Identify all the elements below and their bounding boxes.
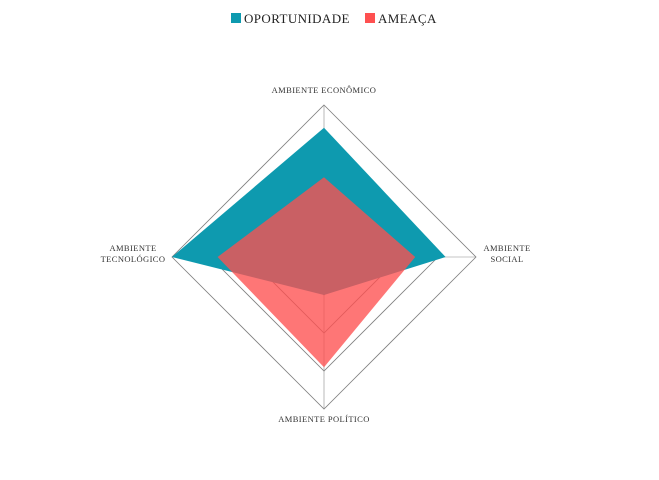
axis-label-line: SOCIAL (490, 254, 523, 264)
axis-label-line: AMBIENTE POLÍTICO (278, 414, 370, 424)
series-area-ameaca (217, 177, 416, 368)
axis-label-3: AMBIENTE POLÍTICO (278, 414, 370, 424)
legend-label-ameaca: AMEAÇA (378, 11, 437, 26)
axis-label-2: AMBIENTE SOCIAL (483, 243, 530, 264)
axis-label-line: TECNOLÓGICO (101, 254, 166, 264)
axis-label-line: AMBIENTE (109, 243, 156, 253)
legend-swatch-ameaca (365, 13, 375, 23)
legend: OPORTUNIDADE AMEAÇA (231, 11, 437, 26)
axis-label-line: AMBIENTE (483, 243, 530, 253)
legend-label-oportunidade: OPORTUNIDADE (244, 11, 350, 26)
axis-label-4: AMBIENTE TECNOLÓGICO (101, 243, 166, 264)
axis-label-1: AMBIENTE ECONÔMICO (272, 85, 377, 95)
axis-label-line: AMBIENTE ECONÔMICO (272, 85, 377, 95)
series-layer (172, 127, 446, 368)
legend-swatch-oportunidade (231, 13, 241, 23)
